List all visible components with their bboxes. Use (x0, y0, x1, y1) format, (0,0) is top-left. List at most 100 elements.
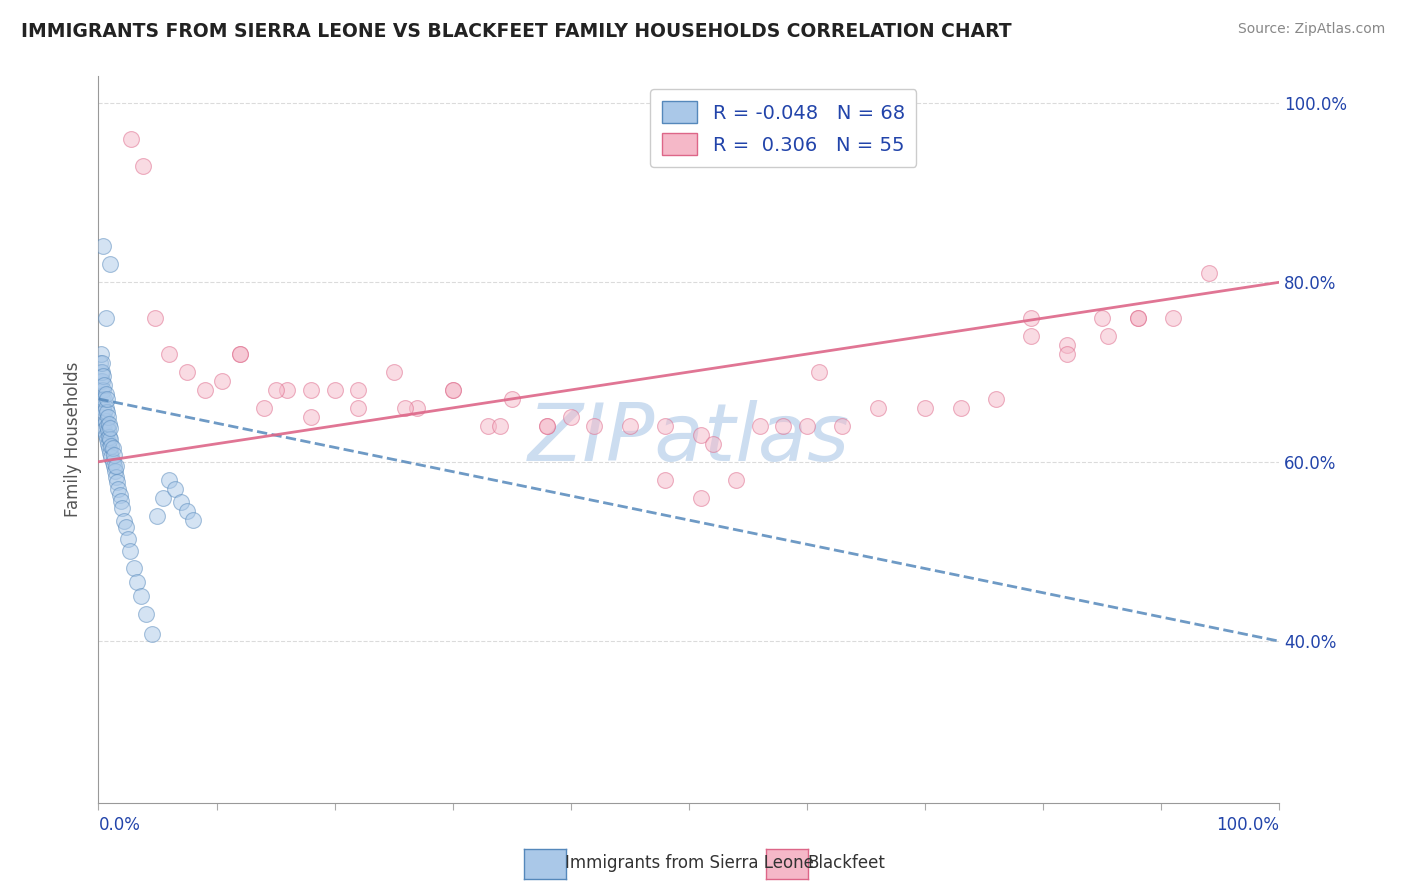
Point (176, 365, 198, 379)
Point (121, 131, 143, 145)
Point (536, 418, 558, 433)
Y-axis label: Family Households: Family Households (65, 361, 83, 517)
Point (394, 401, 416, 415)
Point (229, 347, 252, 361)
Point (112, 514, 135, 528)
Point (1126, 311, 1149, 326)
Point (107, 482, 129, 496)
Point (98, 420, 121, 434)
Point (94, 387, 117, 401)
Point (94, 311, 117, 326)
Point (560, 409, 582, 424)
Point (914, 401, 936, 415)
Point (702, 437, 724, 451)
Point (772, 418, 794, 433)
Point (170, 495, 193, 509)
Point (1161, 311, 1184, 326)
Text: ZIPatlas: ZIPatlas (527, 401, 851, 478)
Point (181, 513, 204, 527)
Point (98, 442, 121, 456)
Point (93, 423, 115, 437)
Point (1056, 338, 1078, 352)
Point (299, 409, 322, 424)
Point (949, 401, 972, 415)
Point (127, 574, 149, 589)
Point (98, 417, 121, 431)
Point (97, 423, 120, 437)
Point (91, 383, 114, 397)
Point (94, 401, 117, 415)
Point (90, 347, 112, 361)
Text: Immigrants from Sierra Leone: Immigrants from Sierra Leone (565, 855, 814, 872)
Point (984, 392, 1007, 406)
Point (100, 450, 122, 465)
Point (689, 427, 711, 442)
Point (143, 311, 166, 326)
Point (807, 365, 830, 379)
Text: Blackfeet: Blackfeet (807, 855, 884, 872)
Point (253, 401, 276, 415)
Point (91, 401, 114, 415)
Point (1097, 329, 1119, 343)
Point (1091, 311, 1114, 326)
Point (211, 374, 233, 388)
Point (866, 401, 889, 415)
Point (132, 159, 155, 173)
Point (176, 504, 198, 518)
Point (97, 437, 120, 451)
Legend: R = -0.048   N = 68, R =  0.306   N = 55: R = -0.048 N = 68, R = 0.306 N = 55 (651, 89, 917, 167)
Text: Source: ZipAtlas.com: Source: ZipAtlas.com (1237, 22, 1385, 37)
Point (91, 374, 114, 388)
Point (89, 374, 111, 388)
Point (157, 347, 180, 361)
Point (110, 494, 132, 508)
Point (89, 356, 111, 370)
Point (97, 409, 120, 424)
Point (152, 491, 174, 505)
Point (1126, 311, 1149, 326)
Point (1021, 329, 1043, 343)
Point (141, 627, 163, 641)
Point (90, 383, 112, 397)
Point (108, 488, 131, 502)
Point (1056, 347, 1078, 361)
Point (831, 418, 853, 433)
Point (135, 607, 157, 622)
Point (100, 439, 122, 453)
Point (98, 432, 121, 446)
Point (105, 459, 128, 474)
Point (120, 544, 142, 558)
Point (146, 508, 169, 523)
Point (91, 392, 114, 406)
Point (796, 418, 818, 433)
Point (748, 418, 770, 433)
Point (91, 365, 114, 379)
Point (103, 448, 125, 462)
Point (105, 470, 128, 484)
Point (91, 239, 114, 253)
Point (98, 429, 121, 443)
Point (91, 369, 114, 384)
Point (441, 383, 464, 397)
Point (619, 418, 641, 433)
Point (117, 532, 139, 546)
Point (93, 392, 115, 406)
Point (654, 473, 676, 487)
Point (229, 347, 252, 361)
Point (105, 475, 128, 490)
Point (103, 459, 125, 474)
Point (347, 383, 370, 397)
Point (94, 414, 117, 428)
Point (91, 356, 114, 370)
Point (583, 418, 606, 433)
Point (264, 383, 287, 397)
Point (101, 442, 124, 456)
Point (98, 257, 121, 271)
Point (122, 560, 145, 574)
Point (489, 418, 512, 433)
Text: 0.0%: 0.0% (98, 816, 141, 834)
Point (347, 401, 370, 415)
Point (91, 418, 114, 433)
Point (725, 473, 748, 487)
Text: 100.0%: 100.0% (1216, 816, 1279, 834)
